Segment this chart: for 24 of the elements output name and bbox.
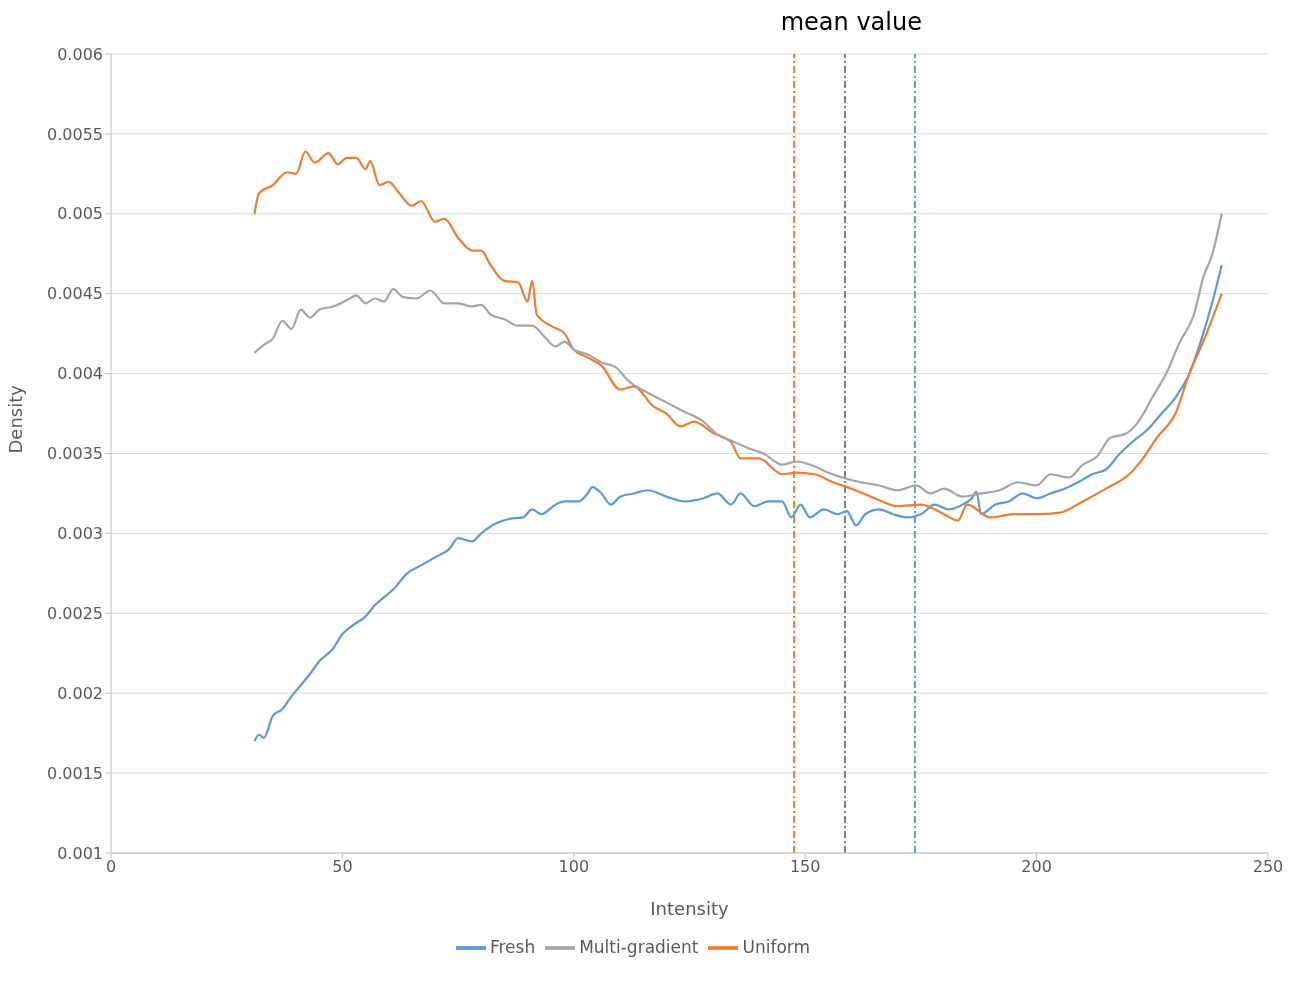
y-axis-title: Density	[5, 384, 27, 454]
x-tick-label: 200	[1021, 857, 1052, 877]
y-tick-label: 0.0045	[47, 284, 103, 304]
x-tick-label: 0	[105, 857, 117, 877]
line-series	[253, 212, 1223, 498]
x-tick-label: 100	[558, 857, 590, 877]
y-tick-label: 0.003	[57, 524, 103, 544]
y-tick-label: 0.0035	[47, 444, 103, 464]
y-tick-label: 0.002	[57, 683, 103, 703]
x-axis-title: Intensity	[650, 898, 730, 919]
y-tick-label: 0.001	[57, 843, 103, 863]
x-tick-label: 50	[332, 857, 353, 877]
x-tick-label: 150	[789, 857, 821, 877]
x-tick-label: 250	[1252, 857, 1284, 877]
y-tick-label: 0.004	[57, 364, 103, 384]
y-tick-label: 0.005	[57, 204, 103, 224]
chart-title: mean value	[779, 8, 923, 36]
y-tick-label: 0.0025	[47, 603, 103, 623]
y-tick-label: 0.0015	[47, 763, 103, 783]
legend-label: Uniform	[742, 937, 811, 957]
legend-label: Multi-gradient	[579, 937, 699, 957]
legend-label: Fresh	[489, 937, 536, 957]
y-tick-label: 0.006	[57, 44, 103, 64]
y-tick-label: 0.0055	[47, 124, 103, 144]
